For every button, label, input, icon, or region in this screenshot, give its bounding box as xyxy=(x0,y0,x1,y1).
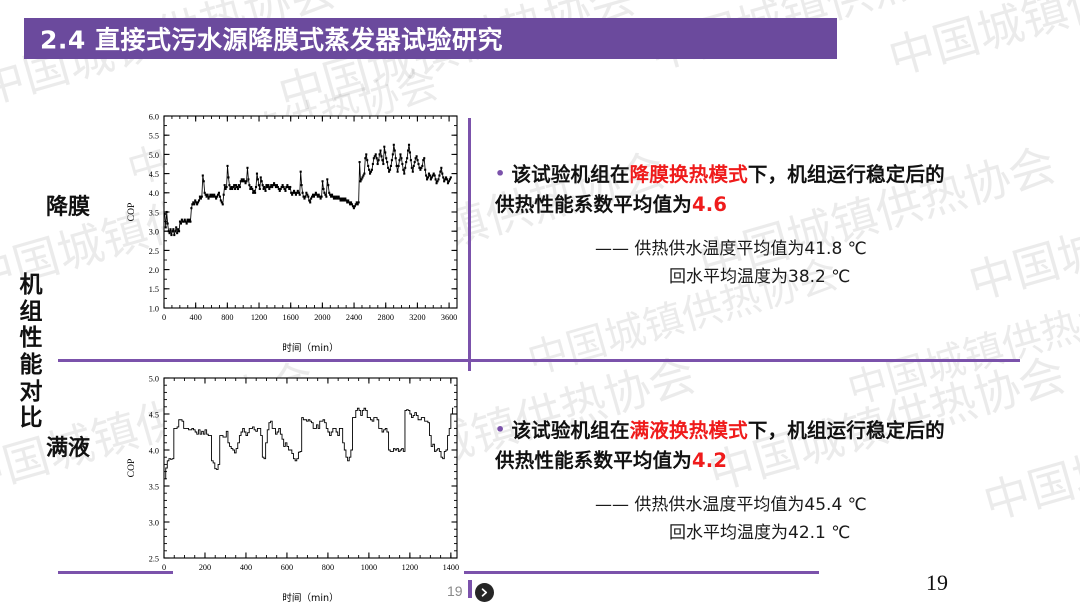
data-series-line xyxy=(165,407,454,480)
x-tick-label: 0 xyxy=(162,313,166,322)
vertical-divider xyxy=(468,118,471,371)
x-axis-label: 时间（min） xyxy=(282,592,338,604)
side-label-comparison: 机组性能对比 xyxy=(19,272,43,432)
x-tick-label: 1000 xyxy=(361,563,377,572)
page-title: 2.4 直接式污水源降膜式蒸发器试验研究 xyxy=(40,24,503,54)
data-series-markers xyxy=(163,143,452,237)
bullet-text-part1: 该试验机组在 xyxy=(511,163,630,186)
x-tick-label: 2400 xyxy=(346,313,362,322)
description-flooded: • 该试验机组在满液换热模式下，机组运行稳定后的 供热性能系数平均值为4.2 ——… xyxy=(495,416,1060,547)
bullet-line-1: • 该试验机组在降膜换热模式下，机组运行稳定后的 xyxy=(495,160,1060,190)
detail-lines: —— 供热供水温度平均值为45.4 ℃ 回水平均温度为42.1 ℃ xyxy=(495,492,1060,547)
x-tick-label: 0 xyxy=(162,563,166,572)
chart-falling-film-cop: 1.0 1.5 2.0 2.5 3.0 3.5 4.0 4.5 5.0 5.5 6.0 0 400 800… xyxy=(120,104,465,354)
y-tick-label: 3.0 xyxy=(149,228,159,237)
plot-frame xyxy=(163,115,458,309)
x-tick-label: 1600 xyxy=(283,313,299,322)
x-tick-label: 1200 xyxy=(402,563,418,572)
cop-value: 4.6 xyxy=(692,192,728,216)
x-tick-label: 1400 xyxy=(443,563,459,572)
page-number: 19 xyxy=(926,570,948,595)
x-axis-label: 时间（min） xyxy=(282,342,338,354)
x-tick-label: 600 xyxy=(281,563,293,572)
detail-supply-temp: —— 供热供水温度平均值为45.4 ℃ xyxy=(595,495,867,516)
x-tick-label: 200 xyxy=(199,563,211,572)
bullet-line-2: 供热性能系数平均值为4.6 xyxy=(495,190,1060,220)
horizontal-divider xyxy=(58,359,1020,362)
bullet-dot-icon: • xyxy=(495,164,506,183)
detail-supply-temp: —— 供热供水温度平均值为41.8 ℃ xyxy=(595,239,867,260)
y-tick-label: 4.0 xyxy=(149,446,159,455)
bullet-text-part2: 下，机组运行稳定后的 xyxy=(747,163,945,186)
chart-flooded-cop: 2.5 3.0 3.5 4.0 4.5 5.0 0 200 400 600 800 1000 1200 1… xyxy=(120,366,465,604)
y-axis-label: COP xyxy=(126,459,137,478)
x-tick-label: 2000 xyxy=(314,313,330,322)
bullet-text-part2: 下，机组运行稳定后的 xyxy=(747,419,945,442)
y-tick-label: 2.5 xyxy=(149,554,159,563)
x-tick-label: 400 xyxy=(240,563,252,572)
y-tick-label: 4.5 xyxy=(149,410,159,419)
description-falling-film: • 该试验机组在降膜换热模式下，机组运行稳定后的 供热性能系数平均值为4.6 ——… xyxy=(495,160,1060,291)
watermark-text: 中国城镇供热协会 xyxy=(842,281,1080,414)
x-tick-label: 800 xyxy=(322,563,334,572)
y-tick-label: 3.0 xyxy=(149,518,159,527)
y-tick-label: 3.5 xyxy=(149,482,159,491)
y-tick-label: 3.5 xyxy=(149,208,159,217)
footer-rule-left xyxy=(58,571,173,574)
watermark-text: 中国城镇供热协会 xyxy=(882,0,1080,86)
nav-slide-index: 19 xyxy=(447,583,463,599)
cop-label: 供热性能系数平均值为 xyxy=(495,192,693,216)
bullet-line-1: • 该试验机组在满液换热模式下，机组运行稳定后的 xyxy=(495,416,1060,446)
chevron-right-icon xyxy=(481,588,488,597)
y-tick-label: 5.0 xyxy=(149,151,159,160)
x-tick-label: 3600 xyxy=(441,313,457,322)
chart-falling-film-svg: 1.0 1.5 2.0 2.5 3.0 3.5 4.0 4.5 5.0 5.5 6.0 0 400 800… xyxy=(126,112,458,354)
detail-return-temp: 回水平均温度为38.2 ℃ xyxy=(669,266,851,287)
cop-label: 供热性能系数平均值为 xyxy=(495,448,693,472)
y-tick-label: 4.5 xyxy=(149,170,159,179)
x-tick-label: 3200 xyxy=(409,313,425,322)
y-tick-label: 5.0 xyxy=(149,374,159,383)
bullet-line-2: 供热性能系数平均值为4.2 xyxy=(495,446,1060,476)
y-tick-label: 5.5 xyxy=(149,132,159,141)
y-axis-label: COP xyxy=(126,203,137,222)
y-tick-label: 1.5 xyxy=(149,285,159,294)
x-tick-label: 1200 xyxy=(251,313,267,322)
x-tick-label: 400 xyxy=(190,313,202,322)
bullet-dot-icon: • xyxy=(495,420,506,439)
chart-flooded-svg: 2.5 3.0 3.5 4.0 4.5 5.0 0 200 400 600 800 1000 1200 1… xyxy=(126,374,459,604)
bullet-text-highlight: 满液换热模式 xyxy=(629,419,748,442)
side-label-falling-film: 降膜 xyxy=(46,195,91,220)
nav-tick-marker xyxy=(468,580,472,598)
x-tick-label: 800 xyxy=(221,313,233,322)
bullet-text-part1: 该试验机组在 xyxy=(511,419,630,442)
y-tick-label: 2.0 xyxy=(149,266,159,275)
detail-lines: —— 供热供水温度平均值为41.8 ℃ 回水平均温度为38.2 ℃ xyxy=(495,236,1060,291)
x-tick-label: 2800 xyxy=(378,313,394,322)
slide-title-banner: 2.4 直接式污水源降膜式蒸发器试验研究 xyxy=(24,18,837,59)
cop-value: 4.2 xyxy=(692,448,728,472)
y-tick-label: 2.5 xyxy=(149,247,159,256)
detail-return-temp: 回水平均温度为42.1 ℃ xyxy=(669,522,851,543)
bullet-text-highlight: 降膜换热模式 xyxy=(629,163,748,186)
y-tick-label: 4.0 xyxy=(149,189,159,198)
y-tick-label: 6.0 xyxy=(149,112,159,121)
side-label-flooded: 满液 xyxy=(46,436,91,461)
footer-rule-right xyxy=(464,571,819,574)
plot-frame xyxy=(163,377,458,559)
y-tick-label: 1.0 xyxy=(149,304,159,313)
next-slide-button[interactable] xyxy=(475,583,494,602)
